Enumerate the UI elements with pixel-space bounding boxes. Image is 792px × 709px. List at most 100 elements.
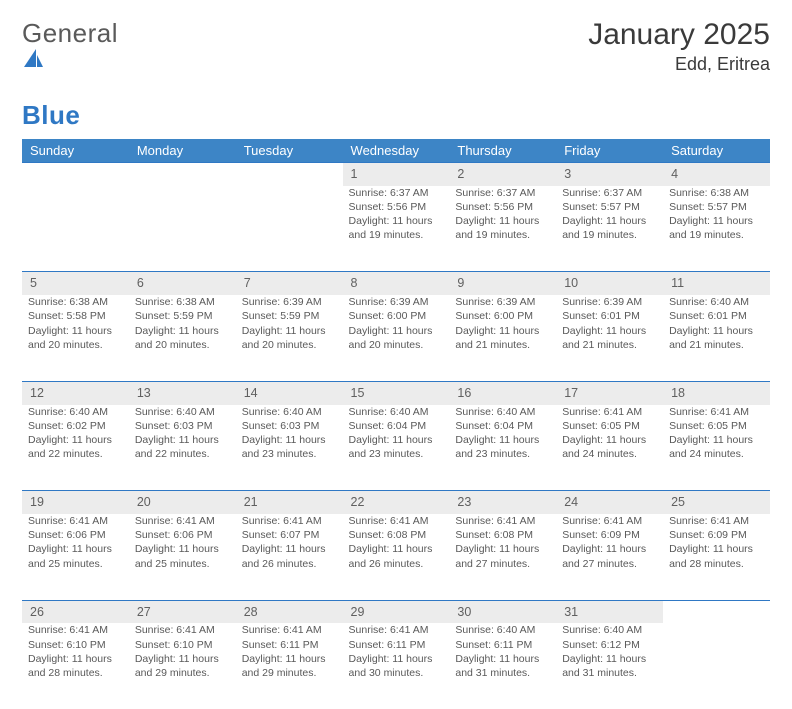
sunrise-line: Sunrise: 6:41 AM <box>242 623 337 637</box>
day-cell: Sunrise: 6:40 AMSunset: 6:01 PMDaylight:… <box>663 295 770 381</box>
daylight-line: Daylight: 11 hours and 23 minutes. <box>349 433 444 461</box>
day-number-cell: 21 <box>236 491 343 514</box>
daylight-line: Daylight: 11 hours and 21 minutes. <box>455 324 550 352</box>
sunset-line: Sunset: 5:57 PM <box>669 200 764 214</box>
daylight-line: Daylight: 11 hours and 24 minutes. <box>562 433 657 461</box>
day-header: Sunday <box>22 139 129 163</box>
week-row: Sunrise: 6:38 AMSunset: 5:58 PMDaylight:… <box>22 295 770 381</box>
daylight-line: Daylight: 11 hours and 27 minutes. <box>562 542 657 570</box>
day-cell <box>663 623 770 709</box>
day-cell: Sunrise: 6:37 AMSunset: 5:56 PMDaylight:… <box>343 186 450 272</box>
sunrise-line: Sunrise: 6:41 AM <box>28 514 123 528</box>
day-number-cell: 9 <box>449 272 556 295</box>
day-number-cell: 11 <box>663 272 770 295</box>
sunrise-line: Sunrise: 6:38 AM <box>669 186 764 200</box>
daylight-line: Daylight: 11 hours and 23 minutes. <box>242 433 337 461</box>
day-cell: Sunrise: 6:39 AMSunset: 6:00 PMDaylight:… <box>449 295 556 381</box>
day-cell: Sunrise: 6:41 AMSunset: 6:09 PMDaylight:… <box>556 514 663 600</box>
sunrise-line: Sunrise: 6:39 AM <box>242 295 337 309</box>
title-block: January 2025 Edd, Eritrea <box>588 18 770 75</box>
sunset-line: Sunset: 6:00 PM <box>455 309 550 323</box>
daylight-line: Daylight: 11 hours and 21 minutes. <box>669 324 764 352</box>
day-cell: Sunrise: 6:41 AMSunset: 6:10 PMDaylight:… <box>22 623 129 709</box>
calendar-header-row: SundayMondayTuesdayWednesdayThursdayFrid… <box>22 139 770 163</box>
day-cell: Sunrise: 6:40 AMSunset: 6:04 PMDaylight:… <box>343 405 450 491</box>
day-cell: Sunrise: 6:40 AMSunset: 6:03 PMDaylight:… <box>129 405 236 491</box>
daylight-line: Daylight: 11 hours and 25 minutes. <box>135 542 230 570</box>
day-header: Monday <box>129 139 236 163</box>
day-cell: Sunrise: 6:41 AMSunset: 6:06 PMDaylight:… <box>22 514 129 600</box>
day-number-cell <box>236 163 343 186</box>
sunrise-line: Sunrise: 6:41 AM <box>28 623 123 637</box>
day-cell: Sunrise: 6:41 AMSunset: 6:10 PMDaylight:… <box>129 623 236 709</box>
daylight-line: Daylight: 11 hours and 20 minutes. <box>349 324 444 352</box>
daylight-line: Daylight: 11 hours and 23 minutes. <box>455 433 550 461</box>
day-number-cell: 25 <box>663 491 770 514</box>
day-cell: Sunrise: 6:41 AMSunset: 6:06 PMDaylight:… <box>129 514 236 600</box>
day-number-cell: 22 <box>343 491 450 514</box>
day-cell: Sunrise: 6:40 AMSunset: 6:02 PMDaylight:… <box>22 405 129 491</box>
location-label: Edd, Eritrea <box>588 54 770 75</box>
sunset-line: Sunset: 6:11 PM <box>242 638 337 652</box>
week-row: Sunrise: 6:40 AMSunset: 6:02 PMDaylight:… <box>22 405 770 491</box>
sunrise-line: Sunrise: 6:38 AM <box>28 295 123 309</box>
daylight-line: Daylight: 11 hours and 19 minutes. <box>455 214 550 242</box>
daylight-line: Daylight: 11 hours and 19 minutes. <box>349 214 444 242</box>
sunset-line: Sunset: 5:59 PM <box>135 309 230 323</box>
day-number-cell: 4 <box>663 163 770 186</box>
sunrise-line: Sunrise: 6:39 AM <box>455 295 550 309</box>
day-number-cell: 13 <box>129 381 236 404</box>
sunset-line: Sunset: 6:12 PM <box>562 638 657 652</box>
day-cell: Sunrise: 6:38 AMSunset: 5:57 PMDaylight:… <box>663 186 770 272</box>
sunset-line: Sunset: 6:03 PM <box>135 419 230 433</box>
sunrise-line: Sunrise: 6:41 AM <box>349 623 444 637</box>
day-cell: Sunrise: 6:40 AMSunset: 6:12 PMDaylight:… <box>556 623 663 709</box>
sunset-line: Sunset: 6:03 PM <box>242 419 337 433</box>
day-number-cell: 20 <box>129 491 236 514</box>
sunset-line: Sunset: 6:04 PM <box>349 419 444 433</box>
day-cell: Sunrise: 6:41 AMSunset: 6:05 PMDaylight:… <box>556 405 663 491</box>
sunset-line: Sunset: 6:02 PM <box>28 419 123 433</box>
day-number-cell: 8 <box>343 272 450 295</box>
sunrise-line: Sunrise: 6:37 AM <box>562 186 657 200</box>
day-number-cell: 14 <box>236 381 343 404</box>
sunset-line: Sunset: 6:11 PM <box>349 638 444 652</box>
brand-sail-icon <box>22 49 118 69</box>
sunset-line: Sunset: 6:08 PM <box>349 528 444 542</box>
day-cell: Sunrise: 6:41 AMSunset: 6:08 PMDaylight:… <box>449 514 556 600</box>
day-number-row: 12131415161718 <box>22 381 770 404</box>
day-number-cell: 24 <box>556 491 663 514</box>
daylight-line: Daylight: 11 hours and 26 minutes. <box>349 542 444 570</box>
sunset-line: Sunset: 6:06 PM <box>135 528 230 542</box>
day-number-cell: 5 <box>22 272 129 295</box>
sunset-line: Sunset: 6:00 PM <box>349 309 444 323</box>
day-number-cell <box>22 163 129 186</box>
day-cell: Sunrise: 6:40 AMSunset: 6:04 PMDaylight:… <box>449 405 556 491</box>
day-number-cell: 19 <box>22 491 129 514</box>
daylight-line: Daylight: 11 hours and 21 minutes. <box>562 324 657 352</box>
daylight-line: Daylight: 11 hours and 22 minutes. <box>135 433 230 461</box>
day-number-row: 19202122232425 <box>22 491 770 514</box>
daylight-line: Daylight: 11 hours and 19 minutes. <box>669 214 764 242</box>
sunrise-line: Sunrise: 6:37 AM <box>455 186 550 200</box>
daylight-line: Daylight: 11 hours and 22 minutes. <box>28 433 123 461</box>
sunset-line: Sunset: 5:56 PM <box>349 200 444 214</box>
sunrise-line: Sunrise: 6:41 AM <box>562 514 657 528</box>
sunset-line: Sunset: 6:01 PM <box>669 309 764 323</box>
week-row: Sunrise: 6:41 AMSunset: 6:10 PMDaylight:… <box>22 623 770 709</box>
day-cell: Sunrise: 6:39 AMSunset: 6:01 PMDaylight:… <box>556 295 663 381</box>
sunrise-line: Sunrise: 6:40 AM <box>242 405 337 419</box>
sunset-line: Sunset: 6:04 PM <box>455 419 550 433</box>
day-cell <box>22 186 129 272</box>
sunset-line: Sunset: 6:05 PM <box>562 419 657 433</box>
month-title: January 2025 <box>588 18 770 52</box>
day-number-cell: 18 <box>663 381 770 404</box>
daylight-line: Daylight: 11 hours and 27 minutes. <box>455 542 550 570</box>
day-number-cell: 10 <box>556 272 663 295</box>
day-cell: Sunrise: 6:41 AMSunset: 6:11 PMDaylight:… <box>343 623 450 709</box>
sunrise-line: Sunrise: 6:40 AM <box>28 405 123 419</box>
day-header: Wednesday <box>343 139 450 163</box>
daylight-line: Daylight: 11 hours and 24 minutes. <box>669 433 764 461</box>
day-number-cell: 17 <box>556 381 663 404</box>
day-number-cell <box>129 163 236 186</box>
